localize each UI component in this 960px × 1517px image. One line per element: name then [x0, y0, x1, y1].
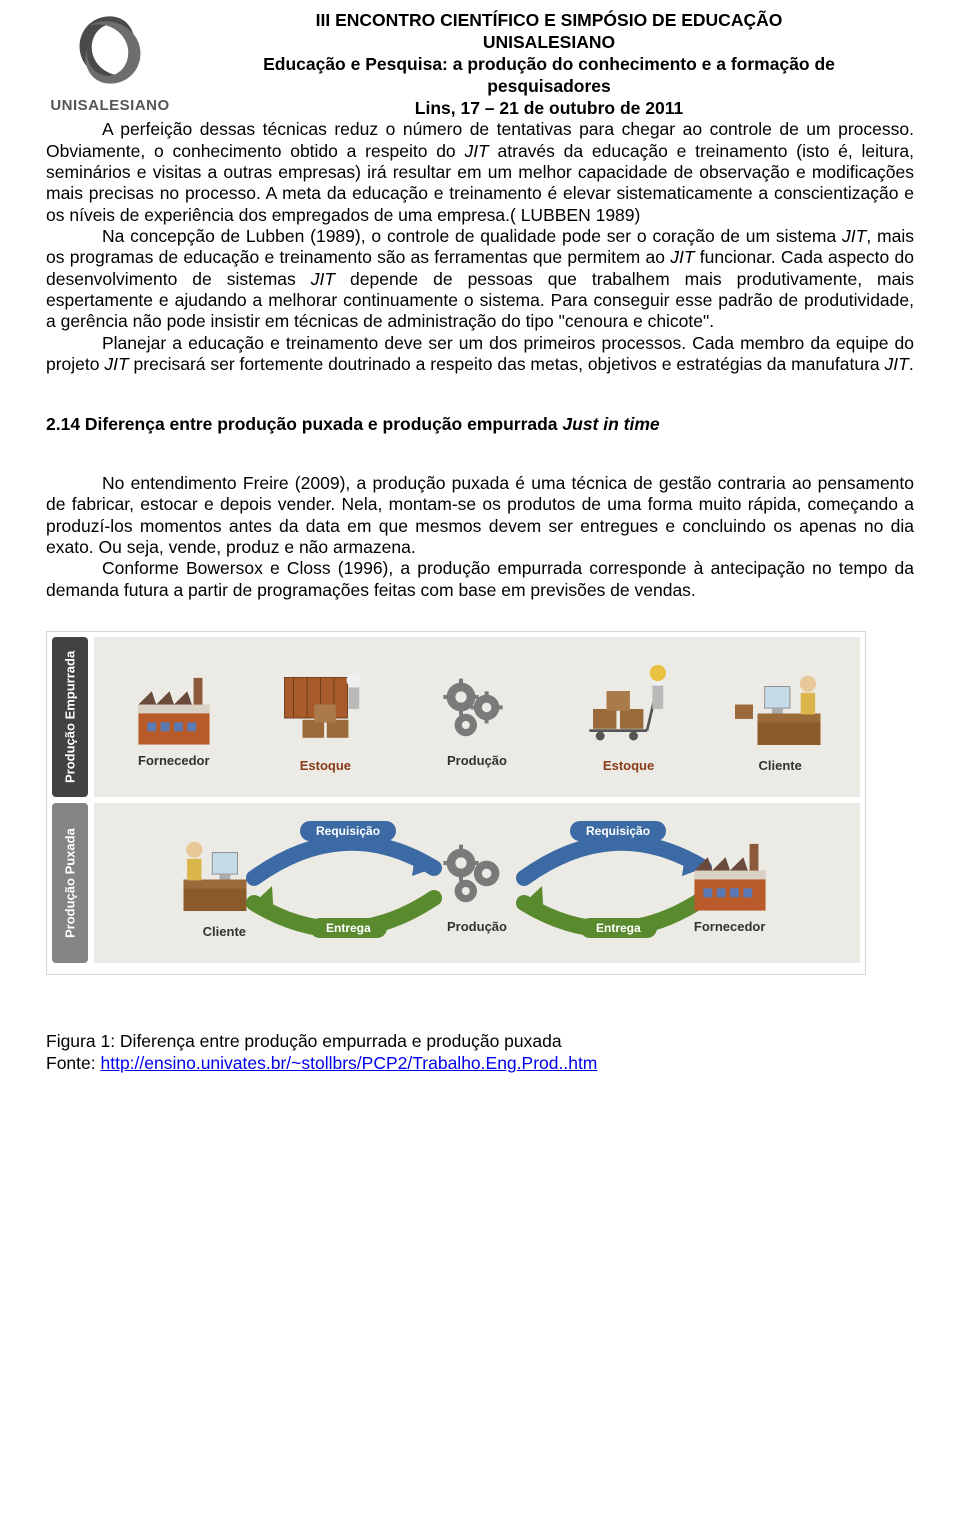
- fig-content-empurrada: Fornecedor Estoque: [94, 637, 860, 797]
- label-cliente-1: Cliente: [759, 758, 802, 773]
- item-estoque-2: Estoque: [553, 664, 705, 773]
- paragraph-3: Planejar a educação e treinamento deve s…: [46, 333, 914, 376]
- p2-jit3: JIT: [311, 269, 335, 289]
- client-desk-icon: [730, 664, 830, 754]
- caption-prefix: Fonte:: [46, 1053, 100, 1073]
- body-text: A perfeição dessas técnicas reduz o núme…: [46, 119, 914, 601]
- p3-jit2: JIT: [885, 354, 909, 374]
- label-cliente-2: Cliente: [203, 924, 246, 939]
- logo-block: UNISALESIANO: [46, 10, 174, 114]
- label-estoque-2: Estoque: [603, 758, 654, 773]
- item-producao-2: Produção: [351, 835, 604, 934]
- p2-jit2: JIT: [670, 247, 694, 267]
- p1-jit: JIT: [464, 141, 488, 161]
- logo-text: UNISALESIANO: [46, 97, 174, 114]
- figure-caption: Figura 1: Diferença entre produção empur…: [46, 1031, 914, 1075]
- factory-icon: [129, 669, 219, 749]
- label-estoque-1: Estoque: [300, 758, 351, 773]
- sidebar-puxada: Produção Puxada: [52, 803, 88, 963]
- p2-seg1: Na concepção de Lubben (1989), o control…: [102, 226, 842, 246]
- header-block: UNISALESIANO III ENCONTRO CIENTÍFICO E S…: [46, 10, 914, 119]
- item-cliente-1: Cliente: [704, 664, 856, 773]
- paragraph-5: Conforme Bowersox e Closs (1996), a prod…: [46, 558, 914, 601]
- gears-icon: [437, 835, 517, 915]
- figure-row-empurrada: Produção Empurrada Fo: [52, 637, 860, 797]
- header-line-2: UNISALESIANO: [184, 32, 914, 54]
- caption-link[interactable]: http://ensino.univates.br/~stollbrs/PCP2…: [100, 1053, 597, 1073]
- factory-icon: [685, 835, 775, 915]
- item-fornecedor-1: Fornecedor: [98, 669, 250, 768]
- fig-content-puxada: Cliente Requisição Entrega: [94, 803, 860, 963]
- caption-line-1: Figura 1: Diferença entre produção empur…: [46, 1031, 914, 1053]
- section-title-seg1: 2.14 Diferença entre produção puxada e p…: [46, 414, 562, 434]
- paragraph-1: A perfeição dessas técnicas reduz o núme…: [46, 119, 914, 226]
- paragraph-4: No entendimento Freire (2009), a produçã…: [46, 473, 914, 558]
- figure-row-puxada: Produção Puxada Cliente: [52, 803, 860, 963]
- gears-icon: [437, 669, 517, 749]
- document-page: UNISALESIANO III ENCONTRO CIENTÍFICO E S…: [0, 0, 960, 1105]
- header-line-5: Lins, 17 – 21 de outubro de 2011: [184, 98, 914, 120]
- p3-seg2: precisará ser fortemente doutrinado a re…: [129, 354, 885, 374]
- item-producao-1: Produção: [401, 669, 553, 768]
- dolly-boxes-icon: [584, 664, 674, 754]
- p3-seg3: .: [909, 354, 914, 374]
- unisalesiano-logo-icon: [70, 10, 150, 90]
- container-boxes-icon: [280, 664, 370, 754]
- section-title: 2.14 Diferença entre produção puxada e p…: [46, 414, 914, 435]
- header-titles: III ENCONTRO CIENTÍFICO E SIMPÓSIO DE ED…: [184, 10, 914, 119]
- p2-jit1: JIT: [842, 226, 866, 246]
- label-fornecedor: Fornecedor: [138, 753, 210, 768]
- caption-line-2: Fonte: http://ensino.univates.br/~stollb…: [46, 1053, 914, 1075]
- header-line-3: Educação e Pesquisa: a produção do conhe…: [184, 54, 914, 76]
- item-fornecedor-2: Fornecedor: [603, 835, 856, 934]
- p3-jit1: JIT: [104, 354, 128, 374]
- sidebar-empurrada: Produção Empurrada: [52, 637, 88, 797]
- label-fornecedor-2: Fornecedor: [694, 919, 766, 934]
- section-title-ital: Just in time: [562, 414, 659, 434]
- client-desk-icon: [174, 830, 274, 920]
- label-producao-2: Produção: [447, 919, 507, 934]
- paragraph-2: Na concepção de Lubben (1989), o control…: [46, 226, 914, 333]
- item-estoque-1: Estoque: [250, 664, 402, 773]
- header-line-1: III ENCONTRO CIENTÍFICO E SIMPÓSIO DE ED…: [184, 10, 914, 32]
- figure-1: Produção Empurrada Fo: [46, 631, 866, 975]
- label-producao-1: Produção: [447, 753, 507, 768]
- header-line-4: pesquisadores: [184, 76, 914, 98]
